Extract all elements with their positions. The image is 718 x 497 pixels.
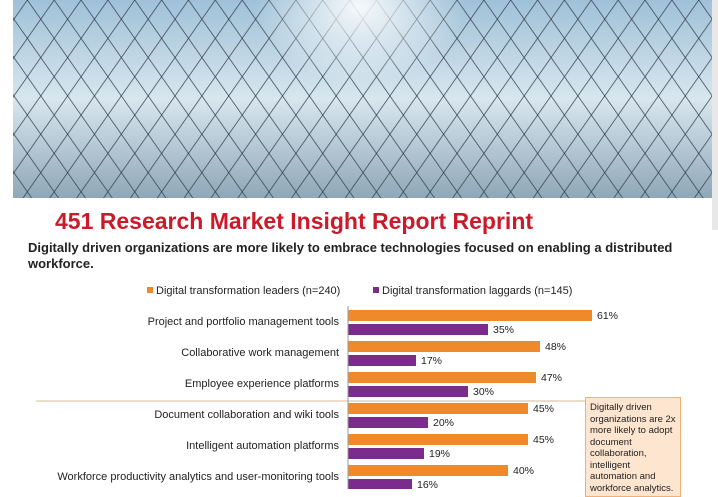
value-label: 48% bbox=[545, 341, 566, 353]
bar bbox=[348, 448, 424, 459]
report-title: 451 Research Market Insight Report Repri… bbox=[55, 208, 533, 234]
value-label: 40% bbox=[513, 465, 534, 477]
bar bbox=[348, 434, 528, 445]
annotation: Digitally driven organizations are 2x mo… bbox=[585, 397, 681, 497]
scrollbar bbox=[712, 0, 718, 230]
category-label: Intelligent automation platforms bbox=[186, 440, 339, 452]
category-label: Project and portfolio management tools bbox=[148, 316, 340, 328]
value-label: 19% bbox=[429, 448, 450, 460]
value-label: 47% bbox=[541, 372, 562, 384]
bar bbox=[348, 355, 416, 366]
category-label: Document collaboration and wiki tools bbox=[154, 409, 339, 421]
value-label: 35% bbox=[493, 324, 514, 336]
value-label: 45% bbox=[533, 434, 554, 446]
bar bbox=[348, 341, 540, 352]
category-label: Workforce productivity analytics and use… bbox=[57, 471, 339, 483]
bar bbox=[348, 372, 536, 383]
bar bbox=[348, 465, 508, 476]
chart-title: Digitally driven organizations are more … bbox=[28, 240, 673, 271]
value-label: 17% bbox=[421, 355, 442, 367]
value-label: 45% bbox=[533, 403, 554, 415]
bar bbox=[348, 324, 488, 335]
legend-label: Digital transformation laggards (n=145) bbox=[382, 285, 572, 297]
value-label: 16% bbox=[417, 479, 438, 489]
bar bbox=[348, 479, 412, 489]
bar bbox=[348, 310, 592, 321]
value-label: 30% bbox=[473, 386, 494, 398]
value-label: 20% bbox=[433, 417, 454, 429]
header-image bbox=[13, 0, 712, 198]
category-label: Employee experience platforms bbox=[185, 378, 340, 390]
bar bbox=[348, 386, 468, 397]
legend-swatch bbox=[373, 287, 379, 293]
category-label: Collaborative work management bbox=[181, 347, 339, 359]
legend-label: Digital transformation leaders (n=240) bbox=[156, 285, 340, 297]
value-label: 61% bbox=[597, 310, 618, 322]
bar bbox=[348, 417, 428, 428]
bar bbox=[348, 403, 528, 414]
legend-swatch bbox=[147, 287, 153, 293]
